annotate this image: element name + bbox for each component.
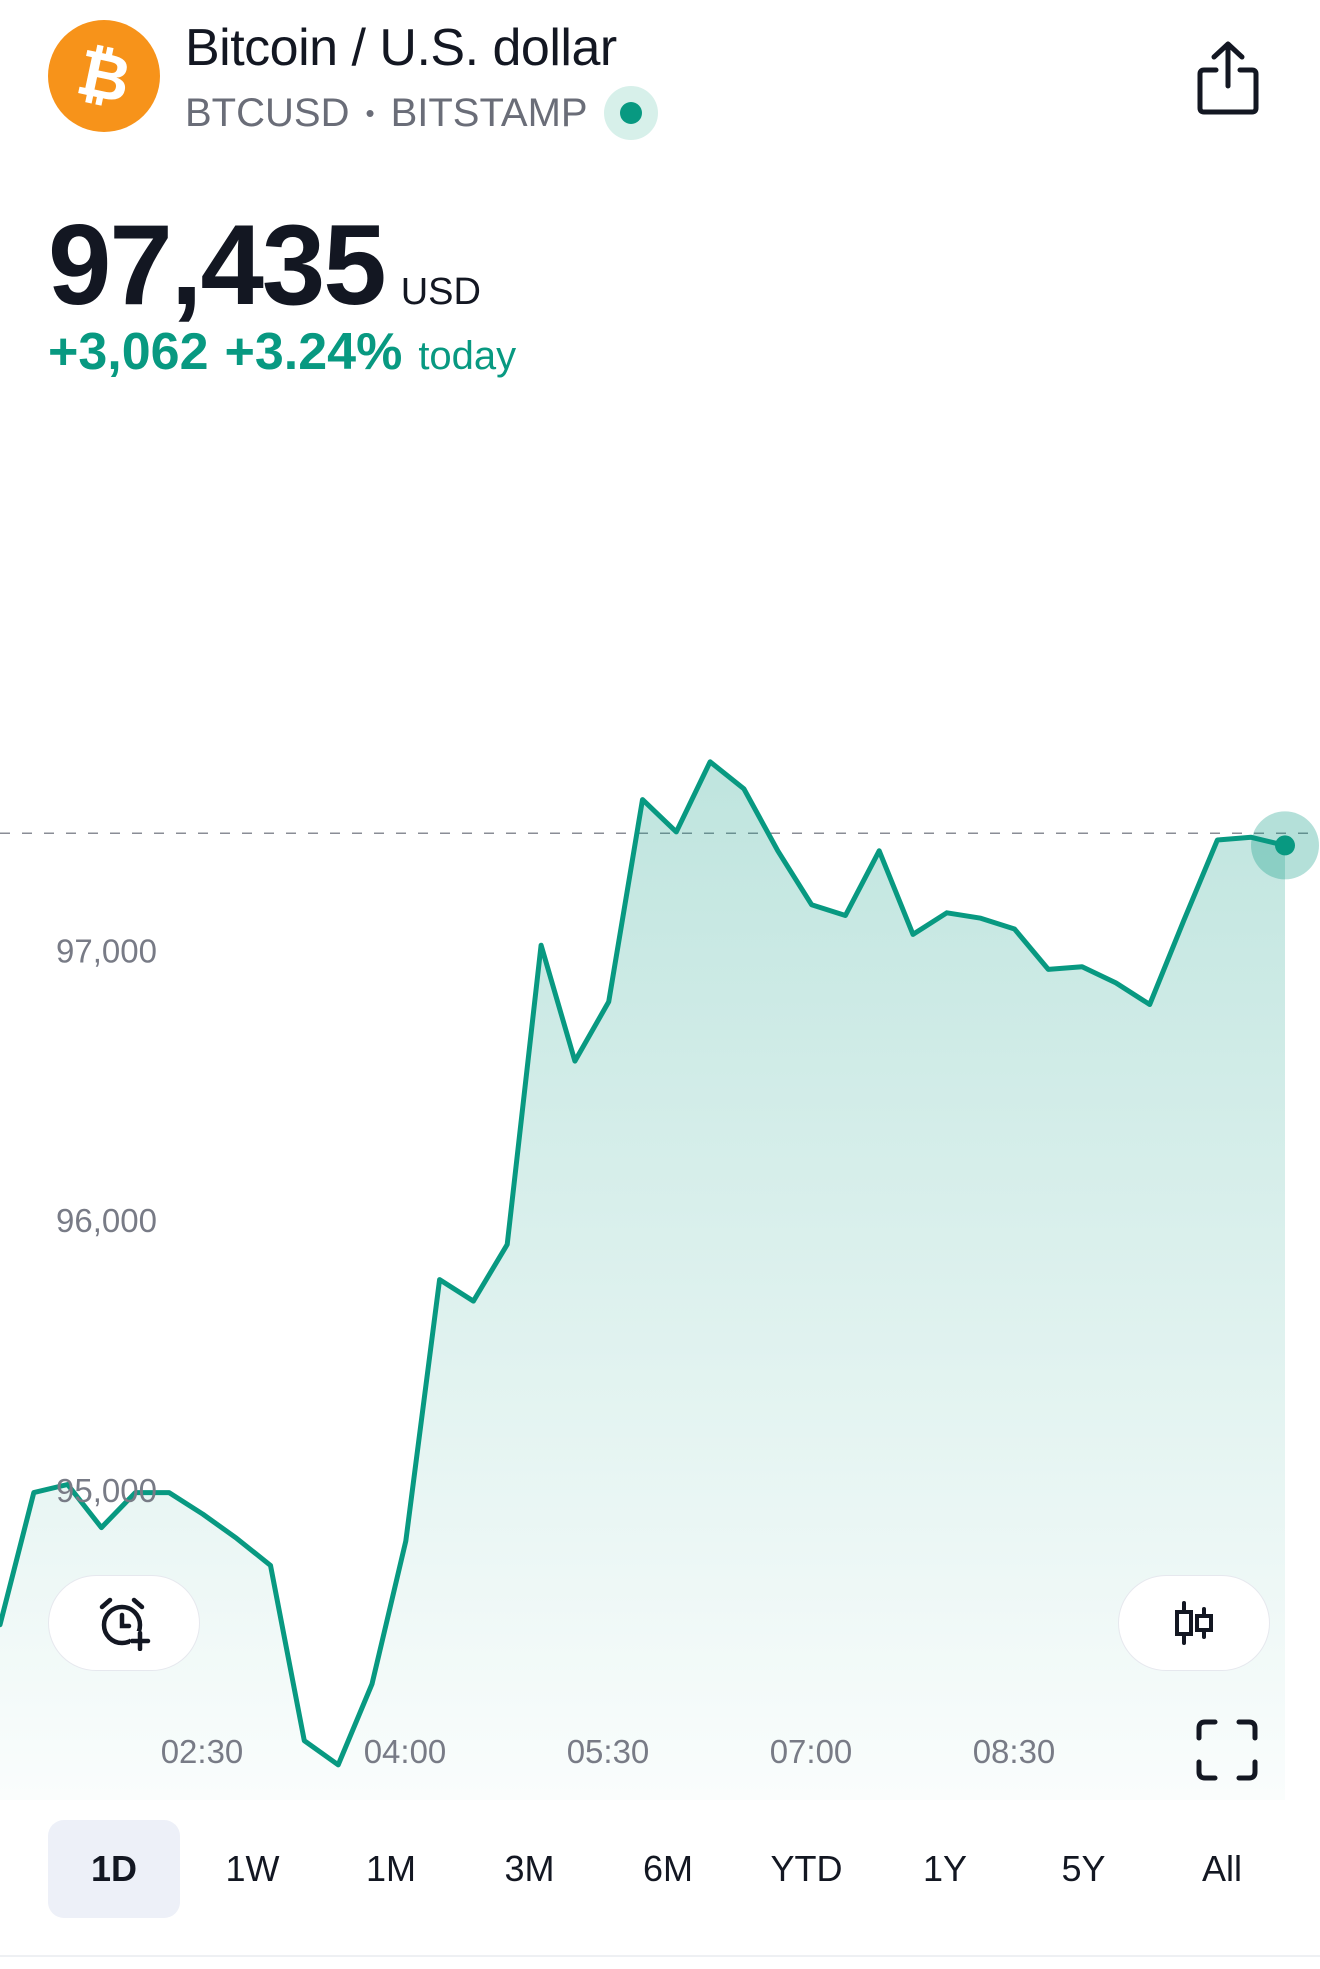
change-row: +3,062 +3.24% today: [48, 322, 516, 382]
add-alert-button[interactable]: [48, 1575, 200, 1671]
data-point: [741, 786, 747, 792]
price-area-fill: [0, 761, 1285, 1800]
data-point: [809, 902, 815, 908]
data-point: [335, 1762, 341, 1768]
data-point: [876, 848, 882, 854]
data-point: [1214, 837, 1220, 843]
y-tick-label: 97,000: [56, 933, 157, 970]
data-point: [1011, 926, 1017, 932]
share-icon[interactable]: [1196, 40, 1260, 116]
data-point: [572, 1058, 578, 1064]
x-tick-label: 04:00: [364, 1733, 447, 1770]
bitcoin-logo-glyph: ₿: [71, 35, 137, 117]
price-row: 97,435 USD: [48, 200, 481, 331]
data-point: [504, 1241, 510, 1247]
range-6m[interactable]: 6M: [642, 1848, 693, 1889]
data-point: [200, 1511, 206, 1517]
data-point: [234, 1535, 240, 1541]
data-point: [470, 1298, 476, 1304]
range-1w[interactable]: 1W: [225, 1848, 280, 1889]
subtitle-separator: •: [365, 97, 375, 128]
price-line-series: [0, 759, 1288, 1768]
last-price: 97,435: [48, 202, 387, 329]
data-point: [673, 829, 679, 835]
data-point: [31, 1490, 37, 1496]
data-point: [606, 999, 612, 1005]
range-ytd[interactable]: YTD: [770, 1848, 843, 1889]
range-all[interactable]: All: [1201, 1848, 1242, 1889]
y-tick-label: 96,000: [56, 1202, 157, 1239]
data-point: [1181, 918, 1187, 924]
change-period-label: today: [418, 334, 517, 378]
add-alert-clock-icon: [99, 1597, 151, 1651]
data-point: [1113, 980, 1119, 986]
bitcoin-logo-icon: ₿: [48, 20, 160, 132]
last-price-marker: [1275, 835, 1295, 856]
x-tick-label: 08:30: [973, 1733, 1056, 1770]
data-point: [707, 759, 713, 765]
y-tick-label: 95,000: [56, 1472, 157, 1509]
price-chart[interactable]: 97,000 96,000 95,000 02:30 04:00 05:30 07:00 0…: [0, 600, 1320, 1800]
range-1d[interactable]: 1D: [48, 1820, 180, 1918]
data-point: [268, 1562, 274, 1568]
bottom-divider: [0, 1955, 1320, 1957]
change-percent: +3.24%: [224, 323, 403, 381]
symbol-title: Bitcoin / U.S. dollar: [185, 19, 617, 77]
data-point: [403, 1538, 409, 1544]
range-1y[interactable]: 1Y: [922, 1848, 968, 1889]
x-tick-label: 05:30: [567, 1733, 650, 1770]
time-range-selector: 1D 1W 1M 3M 6M YTD 1Y 5Y All: [48, 1820, 1288, 1918]
data-point: [301, 1738, 307, 1744]
data-point: [538, 942, 544, 948]
change-absolute: +3,062: [48, 323, 209, 381]
candlestick-icon: [1175, 1601, 1213, 1645]
data-point: [1079, 964, 1085, 970]
chart-type-button[interactable]: [1118, 1575, 1270, 1671]
data-point: [910, 931, 916, 937]
range-3m[interactable]: 3M: [504, 1848, 555, 1889]
range-5y[interactable]: 5Y: [1061, 1848, 1106, 1889]
x-tick-label: 02:30: [161, 1733, 244, 1770]
data-point: [640, 797, 646, 803]
data-point: [1045, 966, 1051, 972]
symbol-subtitle: BTCUSD • BITSTAMP: [185, 86, 658, 140]
exchange-name: BITSTAMP: [390, 90, 588, 135]
fullscreen-icon[interactable]: [1195, 1718, 1259, 1782]
data-point: [437, 1277, 443, 1283]
data-point: [369, 1681, 375, 1687]
data-point: [842, 913, 848, 919]
ticker-symbol: BTCUSD: [185, 90, 350, 135]
price-currency: USD: [400, 271, 481, 313]
live-status-icon: [603, 86, 658, 140]
data-point: [775, 848, 781, 854]
data-point: [166, 1490, 172, 1496]
data-point: [944, 910, 950, 916]
x-tick-label: 07:00: [770, 1733, 853, 1770]
range-1m[interactable]: 1M: [365, 1848, 416, 1889]
data-point: [978, 915, 984, 921]
data-point: [1147, 1001, 1153, 1007]
data-point: [98, 1525, 104, 1531]
